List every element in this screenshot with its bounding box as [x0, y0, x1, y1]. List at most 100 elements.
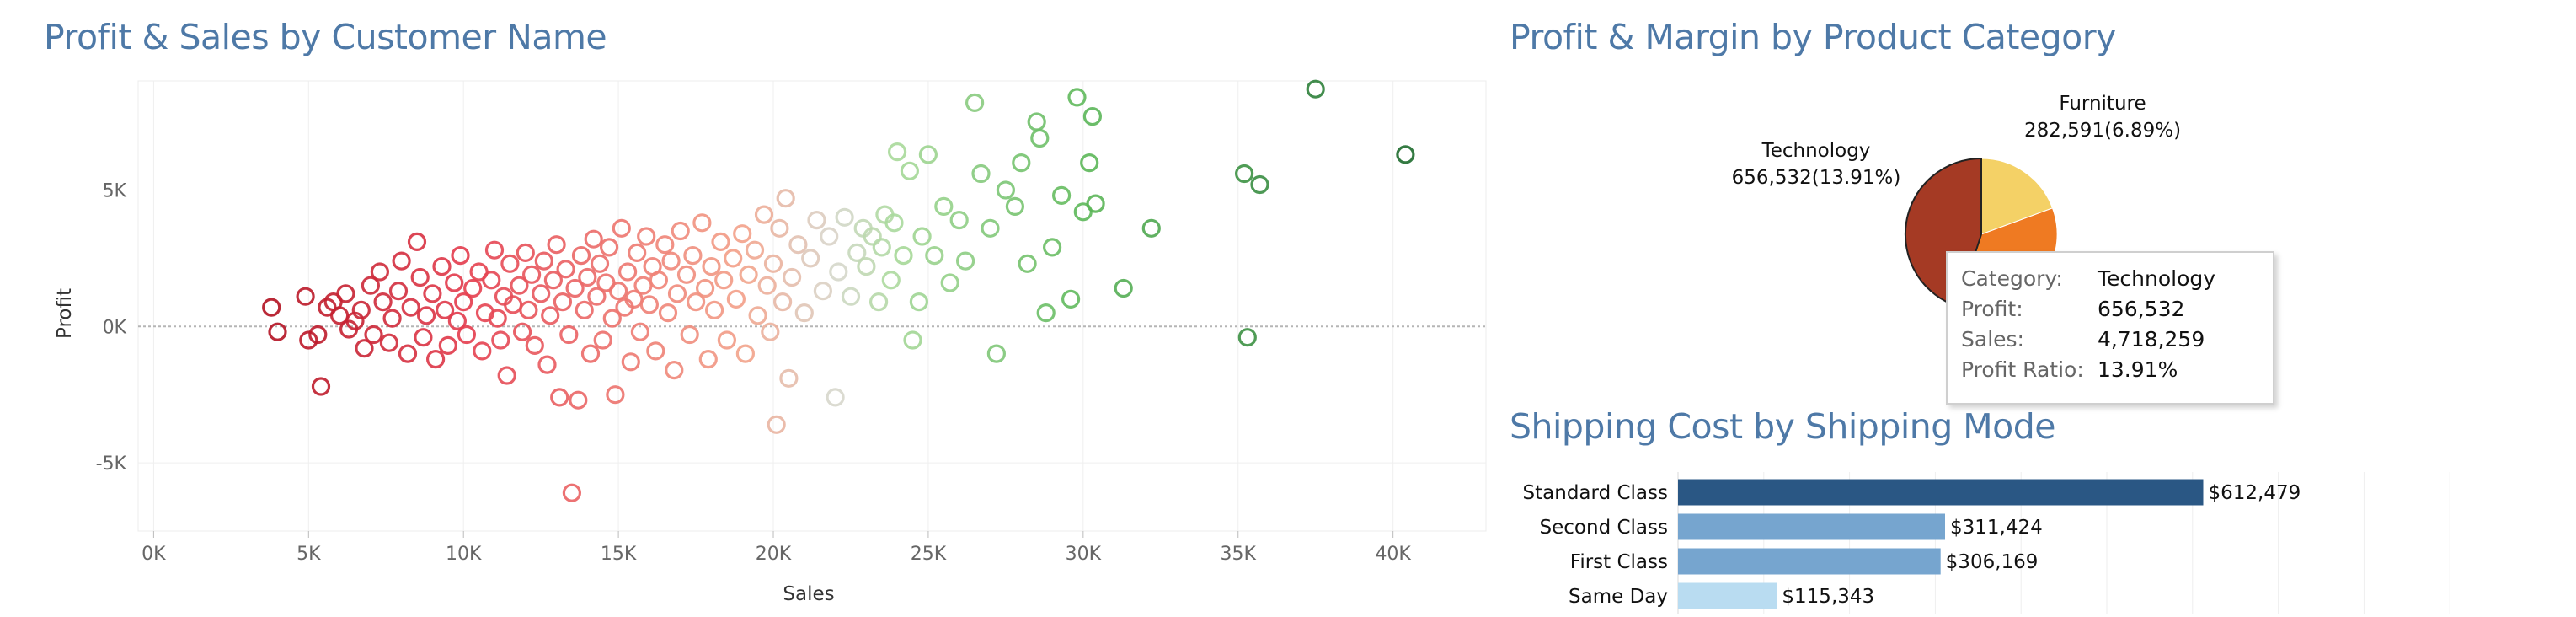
scatter-point[interactable]: [593, 330, 612, 350]
scatter-point[interactable]: [262, 298, 281, 317]
scatter-point[interactable]: [516, 243, 535, 262]
scatter-point[interactable]: [617, 262, 638, 282]
scatter-point[interactable]: [435, 300, 455, 319]
scatter-point[interactable]: [398, 344, 418, 363]
scatter-point[interactable]: [407, 232, 427, 251]
scatter-point[interactable]: [373, 292, 393, 312]
scatter-point[interactable]: [355, 339, 374, 358]
scatter-point[interactable]: [757, 276, 777, 295]
scatter-point[interactable]: [547, 235, 566, 255]
scatter-point[interactable]: [606, 385, 625, 405]
scatter-point[interactable]: [986, 344, 1007, 363]
scatter-point[interactable]: [534, 251, 553, 271]
scatter-point[interactable]: [863, 227, 882, 246]
scatter-point[interactable]: [473, 341, 492, 361]
scatter-point[interactable]: [887, 142, 907, 162]
scatter-point[interactable]: [580, 344, 601, 363]
scatter-point[interactable]: [388, 282, 409, 301]
scatter-point[interactable]: [704, 300, 724, 319]
scatter-point[interactable]: [488, 308, 507, 328]
scatter-point[interactable]: [454, 292, 473, 312]
scatter-point[interactable]: [559, 325, 579, 345]
scatter-point[interactable]: [1234, 164, 1254, 184]
scatter-point[interactable]: [949, 211, 969, 230]
scatter-point[interactable]: [918, 145, 938, 164]
scatter-point[interactable]: [500, 254, 520, 273]
scatter-point[interactable]: [484, 240, 505, 260]
scatter-point[interactable]: [410, 267, 430, 287]
scatter-point[interactable]: [667, 284, 687, 303]
scatter-point[interactable]: [482, 271, 501, 290]
scatter-point[interactable]: [847, 243, 867, 262]
scatter-point[interactable]: [748, 306, 767, 325]
scatter-point[interactable]: [683, 246, 703, 266]
scatter-point[interactable]: [754, 205, 774, 224]
scatter-point[interactable]: [671, 221, 690, 241]
scatter-point[interactable]: [543, 271, 564, 290]
scatter-point[interactable]: [565, 278, 585, 298]
scatter-point[interactable]: [695, 278, 715, 298]
scatter-point[interactable]: [512, 322, 532, 341]
scatter-point[interactable]: [996, 180, 1016, 200]
scatter-point[interactable]: [336, 284, 355, 303]
scatter-point[interactable]: [351, 300, 371, 319]
scatter-point[interactable]: [432, 257, 452, 276]
scatter-point[interactable]: [541, 306, 560, 325]
scatter-point[interactable]: [639, 295, 660, 314]
scatter-point[interactable]: [525, 335, 544, 355]
scatter-point[interactable]: [813, 282, 833, 301]
scatter-point[interactable]: [1082, 107, 1103, 126]
scatter-point[interactable]: [761, 322, 780, 341]
scatter-point[interactable]: [661, 251, 681, 271]
scatter-point[interactable]: [608, 282, 628, 301]
scatter-point[interactable]: [587, 287, 607, 306]
scatter-point[interactable]: [646, 341, 665, 361]
scatter-point[interactable]: [311, 377, 331, 396]
bar-same-day[interactable]: [1678, 582, 1777, 609]
scatter-point[interactable]: [621, 352, 640, 372]
scatter-point[interactable]: [299, 330, 318, 350]
scatter-point[interactable]: [1012, 153, 1031, 173]
scatter-point[interactable]: [556, 260, 575, 279]
scatter-point[interactable]: [714, 271, 734, 290]
scatter-point[interactable]: [628, 243, 647, 262]
scatter-point[interactable]: [772, 292, 793, 312]
scatter-point[interactable]: [733, 224, 752, 244]
scatter-point[interactable]: [649, 271, 669, 290]
scatter-point[interactable]: [521, 265, 542, 284]
scatter-point[interactable]: [658, 303, 678, 323]
scatter-point[interactable]: [1061, 289, 1081, 308]
scatter-point[interactable]: [680, 325, 699, 345]
scatter-point[interactable]: [1042, 238, 1062, 257]
scatter-point[interactable]: [562, 483, 582, 502]
scatter-point[interactable]: [417, 306, 436, 325]
scatter-point[interactable]: [912, 227, 932, 246]
scatter-point[interactable]: [955, 251, 975, 271]
scatter-point[interactable]: [934, 196, 954, 216]
scatter-point[interactable]: [925, 246, 944, 266]
scatter-point[interactable]: [841, 287, 861, 306]
scatter-point[interactable]: [794, 303, 814, 323]
scatter-point[interactable]: [665, 361, 684, 380]
scatter-point[interactable]: [296, 287, 315, 306]
scatter-point[interactable]: [981, 218, 1000, 238]
scatter-point[interactable]: [702, 257, 721, 276]
scatter-point[interactable]: [1018, 254, 1037, 273]
scatter-point[interactable]: [571, 246, 591, 266]
scatter-point[interactable]: [537, 355, 557, 374]
scatter-point[interactable]: [1005, 196, 1025, 216]
scatter-point[interactable]: [820, 227, 839, 246]
scatter-point[interactable]: [868, 292, 889, 312]
pie-slice-furniture[interactable]: [1980, 158, 2054, 235]
scatter-point[interactable]: [782, 267, 802, 287]
scatter-point[interactable]: [425, 350, 446, 369]
scatter-point[interactable]: [826, 388, 845, 407]
scatter-point[interactable]: [445, 273, 464, 292]
scatter-point[interactable]: [510, 276, 529, 295]
scatter-point[interactable]: [382, 308, 402, 328]
scatter-point[interactable]: [532, 284, 551, 303]
scatter-point[interactable]: [392, 251, 411, 271]
scatter-point[interactable]: [686, 292, 706, 312]
